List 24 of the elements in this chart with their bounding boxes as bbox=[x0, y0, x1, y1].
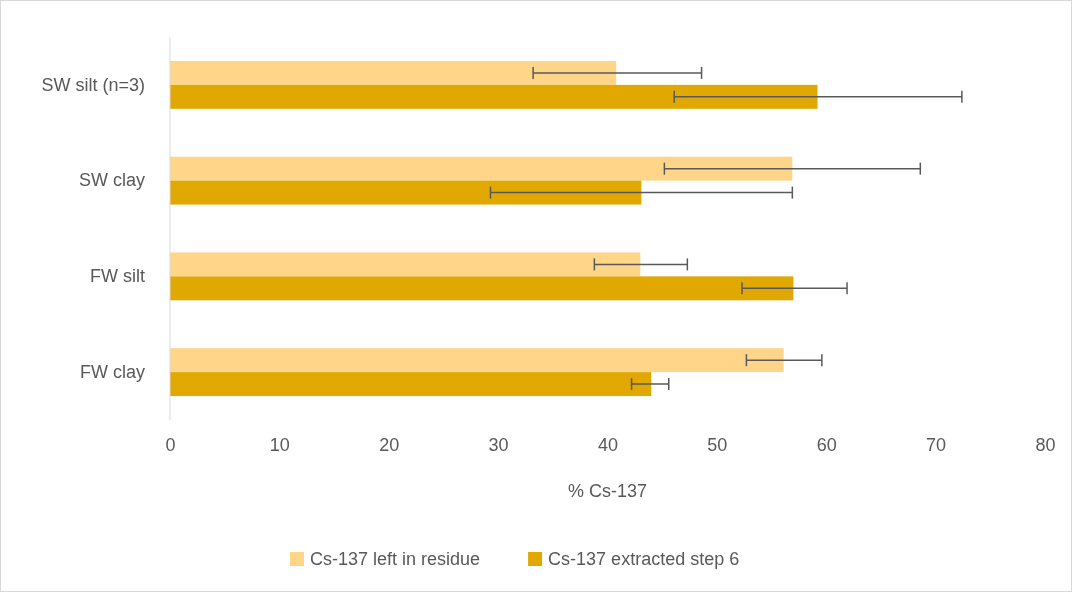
bar bbox=[170, 84, 818, 109]
bar bbox=[170, 180, 642, 205]
y-tick-label: FW silt bbox=[90, 266, 145, 287]
legend-label: Cs-137 extracted step 6 bbox=[548, 549, 740, 569]
bar bbox=[170, 348, 784, 373]
x-tick-label: 30 bbox=[488, 435, 509, 455]
x-tick-label: 40 bbox=[597, 435, 619, 455]
bar bbox=[170, 372, 652, 397]
x-axis-title: % Cs-137 bbox=[567, 481, 648, 501]
y-tick-label: SW clay bbox=[78, 170, 145, 191]
x-tick-label: 10 bbox=[269, 435, 290, 455]
y-tick-label: FW clay bbox=[80, 361, 145, 382]
bar bbox=[170, 156, 793, 181]
bar bbox=[170, 60, 617, 85]
x-tick-label: 70 bbox=[926, 435, 947, 455]
bar bbox=[170, 276, 794, 301]
x-tick-label: 20 bbox=[379, 435, 400, 455]
x-tick-label: 60 bbox=[816, 435, 837, 455]
x-tick-label: 0 bbox=[165, 435, 176, 455]
x-tick-label: 80 bbox=[1035, 435, 1056, 455]
bar bbox=[170, 252, 641, 277]
y-tick-label: SW silt (n=3) bbox=[41, 74, 145, 95]
legend-label: Cs-137 left in residue bbox=[310, 549, 481, 569]
x-tick-label: 50 bbox=[707, 435, 728, 455]
